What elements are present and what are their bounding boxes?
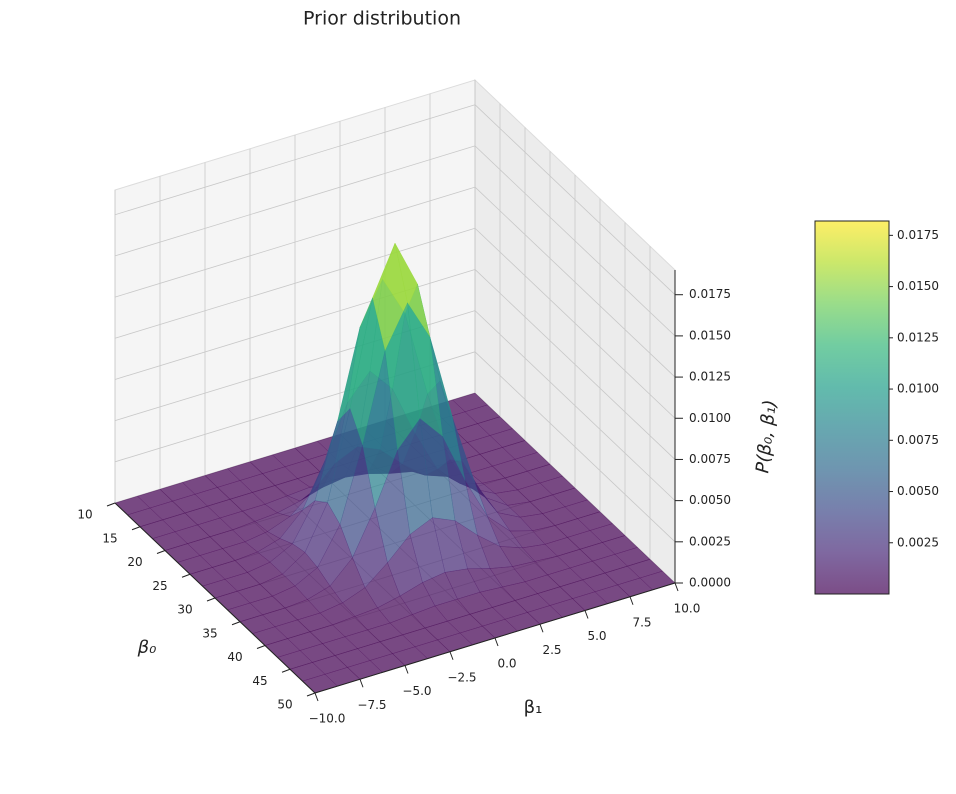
z-axis-label: P(β₀, β₁)	[752, 399, 781, 475]
y-tick-label: 2.5	[542, 643, 561, 657]
y-tick-label: −7.5	[357, 698, 386, 712]
colorbar-tick-label: 0.0075	[897, 433, 939, 447]
x-tick	[181, 573, 191, 578]
z-tick-label: 0.0175	[689, 287, 731, 301]
colorbar-tick-label: 0.0025	[897, 535, 939, 549]
z-tick-label: 0.0125	[689, 370, 731, 384]
y-tick	[674, 582, 679, 592]
grid-line	[474, 227, 676, 419]
colorbar-tick-label: 0.0150	[897, 279, 939, 293]
x-axis-label: β₀	[137, 637, 157, 658]
x-tick-label: 45	[252, 674, 267, 688]
y-tick-label: 7.5	[632, 615, 651, 629]
chart-title: Prior distribution	[303, 8, 461, 30]
x-tick-label: 10	[77, 508, 92, 522]
z-tick-label: 0.0075	[689, 452, 731, 466]
z-tick-label: 0.0000	[689, 576, 731, 590]
colorbar-tick-label: 0.0175	[897, 228, 939, 242]
y-tick	[539, 624, 544, 633]
y-tick	[359, 679, 364, 688]
grid-line	[114, 227, 476, 339]
x-tick	[281, 668, 291, 673]
grid-line	[474, 351, 676, 543]
z-tick-label: 0.0050	[689, 493, 731, 507]
y-tick-label: −2.5	[447, 670, 476, 684]
grid-line	[114, 186, 476, 298]
colorbar-tick-label: 0.0050	[897, 484, 939, 498]
axes: 10 15 20 25 30 35 40 45 50 −10.0 −7.5 −5.0 −2.5 0.0 2.…	[77, 220, 939, 726]
x-tick-label: 20	[127, 555, 142, 569]
grid-line	[474, 145, 676, 337]
y-tick	[584, 610, 589, 619]
x-tick	[131, 526, 141, 531]
x-tick-label: 30	[177, 603, 192, 617]
y-tick	[449, 651, 454, 660]
y-axis-label: β₁	[524, 697, 543, 718]
x-tick	[306, 692, 316, 697]
grid-line	[474, 269, 676, 460]
grid-line	[114, 104, 476, 216]
colorbar	[814, 220, 890, 595]
y-tick	[404, 665, 409, 674]
x-tick-label: 15	[102, 531, 117, 545]
z-tick-label: 0.0025	[689, 534, 731, 548]
x-tick	[156, 550, 166, 554]
grid-line	[474, 104, 676, 296]
y-tick-label: 5.0	[587, 629, 606, 643]
x-tick	[106, 502, 116, 507]
x-tick-label: 50	[277, 698, 292, 712]
y-tick	[494, 637, 499, 647]
x-tick-label: 40	[227, 650, 242, 664]
y-tick-label: 10.0	[674, 602, 701, 616]
y-tick-label: 0.0	[497, 657, 516, 671]
surface	[114, 242, 676, 694]
x-tick	[231, 621, 241, 626]
x-tick-label: 25	[152, 579, 167, 593]
x-tick	[256, 645, 266, 649]
z-tick-label: 0.0150	[689, 328, 731, 342]
z-tick-label: 0.0100	[689, 411, 731, 425]
grid-line	[114, 145, 476, 257]
x-tick-label: 35	[202, 626, 217, 640]
colorbar-tick-label: 0.0100	[897, 382, 939, 396]
grid-line	[474, 310, 676, 501]
y-tick-label: −5.0	[402, 684, 431, 698]
grid-line	[474, 186, 676, 378]
y-tick	[629, 596, 634, 605]
x-tick	[206, 597, 216, 602]
colorbar-tick-label: 0.0125	[897, 330, 939, 344]
y-tick	[314, 692, 319, 702]
y-tick-label: −10.0	[309, 712, 346, 726]
